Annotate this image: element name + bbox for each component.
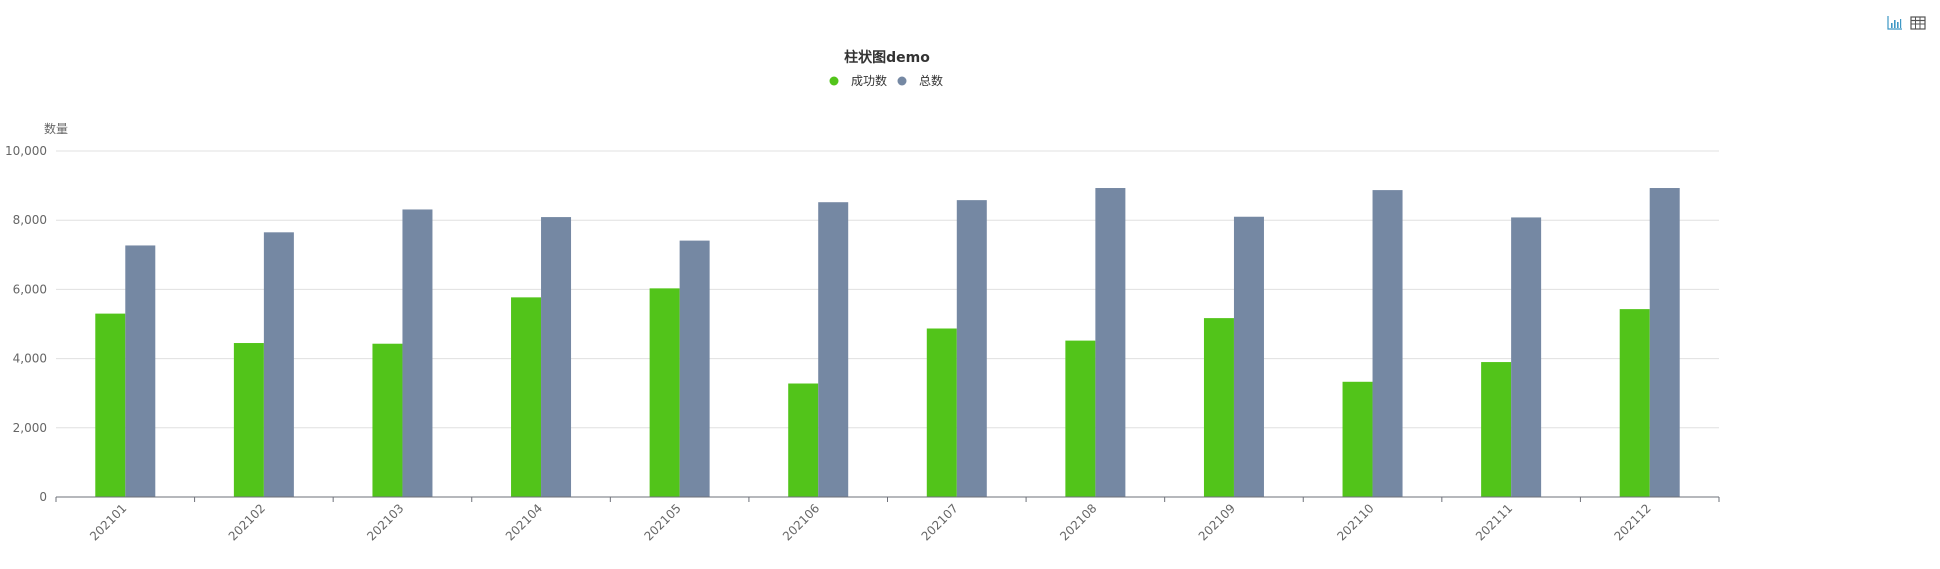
chart-title: 柱状图demo bbox=[844, 49, 930, 66]
bar-total[interactable] bbox=[541, 217, 572, 497]
y-tick-label: 0 bbox=[39, 490, 47, 504]
grid-lines bbox=[56, 150, 1719, 429]
bar-total[interactable] bbox=[1233, 216, 1264, 498]
bar-chart-icon-graphic bbox=[1887, 16, 1902, 30]
bar-total[interactable] bbox=[1649, 188, 1680, 497]
bar-total[interactable] bbox=[818, 202, 849, 497]
x-axis: 202101 202102 202103 202104 202105 202106 2021… bbox=[55, 496, 1720, 544]
x-tick-label: 202108 bbox=[1057, 501, 1099, 543]
y-axis-ticks: 0 2,000 4,000 6,000 8,000 10,000 bbox=[5, 144, 47, 504]
legend-marker-total[interactable] bbox=[897, 76, 907, 86]
legend-label-success[interactable]: 成功数 bbox=[851, 73, 887, 88]
x-tick-label: 202110 bbox=[1334, 501, 1376, 543]
x-tick-label: 202107 bbox=[919, 501, 961, 543]
y-tick-label: 4,000 bbox=[13, 352, 47, 366]
bar-total[interactable] bbox=[679, 240, 710, 497]
bar-success[interactable] bbox=[649, 288, 680, 497]
bar-success[interactable] bbox=[233, 343, 264, 497]
x-tick-label: 202109 bbox=[1196, 501, 1238, 543]
bar-success[interactable] bbox=[1481, 362, 1512, 497]
data-table-icon[interactable] bbox=[1909, 14, 1927, 32]
bars bbox=[95, 188, 1680, 498]
bar-chart-icon[interactable] bbox=[1886, 14, 1904, 32]
y-tick-label: 8,000 bbox=[13, 213, 47, 227]
x-tick-label: 202101 bbox=[87, 501, 129, 543]
legend-label-total[interactable]: 总数 bbox=[919, 73, 943, 88]
bar-total[interactable] bbox=[1095, 188, 1126, 497]
x-tick-label: 202106 bbox=[780, 501, 822, 543]
x-tick-label: 202111 bbox=[1473, 501, 1515, 543]
x-tick-label: 202104 bbox=[503, 501, 545, 543]
x-tick-label: 202102 bbox=[226, 501, 268, 543]
bar-success[interactable] bbox=[1619, 309, 1650, 497]
bar-total[interactable] bbox=[1511, 217, 1542, 497]
y-tick-label: 6,000 bbox=[13, 282, 47, 296]
bar-success[interactable] bbox=[95, 313, 126, 497]
bar-success[interactable] bbox=[1203, 318, 1234, 497]
bar-success[interactable] bbox=[372, 343, 403, 497]
y-tick-label: 2,000 bbox=[13, 421, 47, 435]
bar-total[interactable] bbox=[956, 200, 987, 497]
bar-success[interactable] bbox=[926, 328, 957, 497]
bar-success[interactable] bbox=[788, 383, 819, 497]
y-axis-title: 数量 bbox=[44, 121, 68, 136]
legend: 成功数 总数 bbox=[829, 73, 943, 88]
bar-total[interactable] bbox=[402, 209, 433, 497]
bar-success[interactable] bbox=[1342, 381, 1373, 497]
bar-total[interactable] bbox=[1372, 190, 1403, 497]
bar-total[interactable] bbox=[263, 232, 294, 497]
bar-success[interactable] bbox=[1065, 340, 1096, 497]
data-table-icon-graphic bbox=[1910, 16, 1926, 30]
bar-success[interactable] bbox=[511, 297, 542, 497]
legend-marker-success[interactable] bbox=[829, 76, 839, 86]
x-tick-label: 202103 bbox=[364, 501, 406, 543]
x-tick-label: 202105 bbox=[641, 501, 683, 543]
y-tick-label: 10,000 bbox=[5, 144, 47, 158]
x-tick-label: 202112 bbox=[1612, 501, 1654, 543]
bar-total[interactable] bbox=[125, 245, 156, 497]
